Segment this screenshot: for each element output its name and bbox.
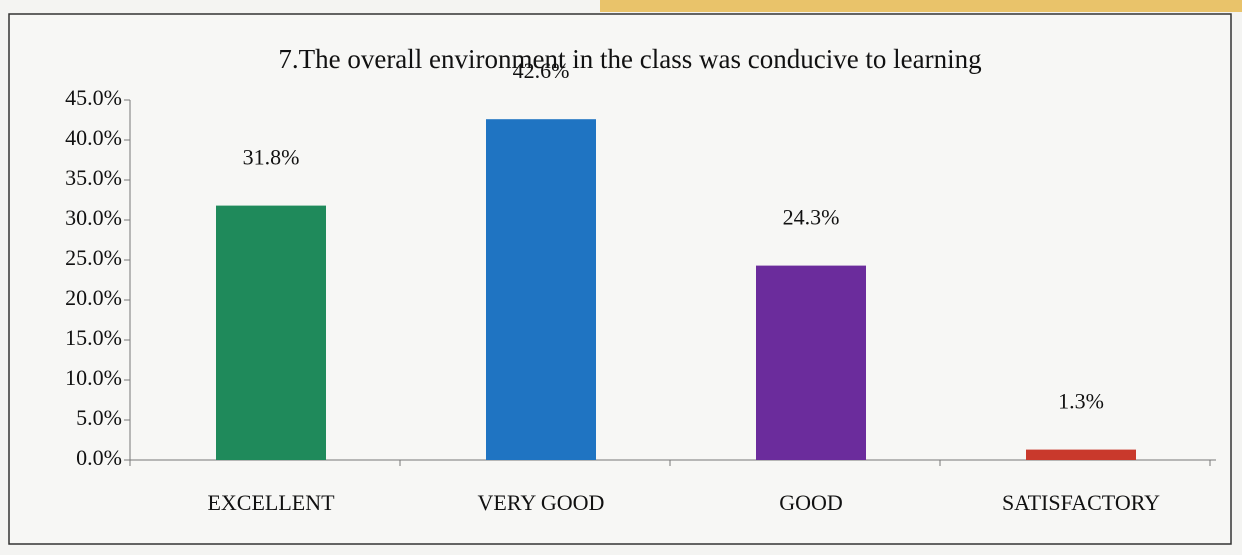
y-tick-label: 25.0% <box>65 245 122 270</box>
y-tick-label: 15.0% <box>65 325 122 350</box>
chart-frame <box>8 13 1232 545</box>
top-strip <box>600 0 1242 12</box>
bar <box>216 205 326 460</box>
y-tick-label: 5.0% <box>76 405 122 430</box>
data-label: 1.3% <box>1058 389 1104 414</box>
data-label: 24.3% <box>783 205 840 230</box>
y-tick-label: 40.0% <box>65 125 122 150</box>
y-tick-label: 45.0% <box>65 85 122 110</box>
data-label: 42.6% <box>513 58 570 83</box>
y-tick-label: 0.0% <box>76 445 122 470</box>
data-label: 31.8% <box>243 145 300 170</box>
x-tick-label: EXCELLENT <box>207 490 335 515</box>
x-tick-label: SATISFACTORY <box>1002 490 1160 515</box>
x-tick-label: GOOD <box>779 490 843 515</box>
x-tick-label: VERY GOOD <box>478 490 605 515</box>
bar <box>756 265 866 460</box>
bar <box>1026 449 1136 460</box>
y-tick-label: 30.0% <box>65 205 122 230</box>
y-tick-label: 35.0% <box>65 165 122 190</box>
y-tick-label: 20.0% <box>65 285 122 310</box>
bar <box>486 119 596 460</box>
y-tick-label: 10.0% <box>65 365 122 390</box>
chart-title: 7.The overall environment in the class w… <box>278 44 981 74</box>
